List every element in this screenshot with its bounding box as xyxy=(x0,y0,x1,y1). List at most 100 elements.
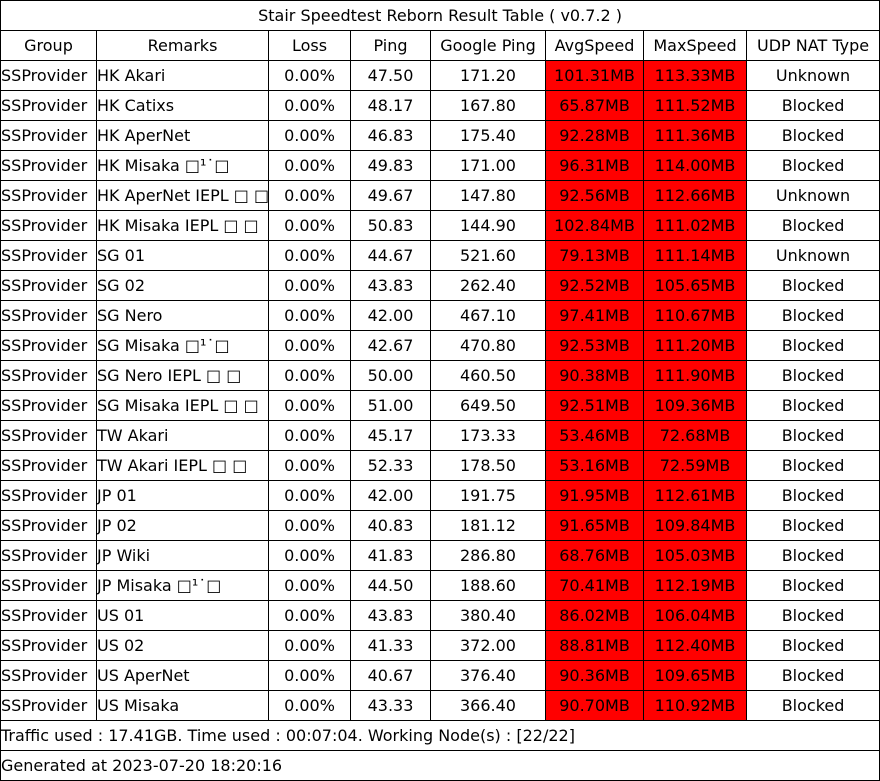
cell-udp-nat-type: Blocked xyxy=(745,90,880,121)
cell-avg-speed: 90.36MB xyxy=(545,660,644,691)
cell-ping: 45.17 xyxy=(350,420,431,451)
cell-google-ping: 649.50 xyxy=(430,390,546,421)
cell-udp-nat-type: Blocked xyxy=(745,360,880,391)
cell-remarks: SG Misaka □¹˙□ xyxy=(96,330,269,361)
cell-google-ping: 147.80 xyxy=(430,180,546,211)
cell-google-ping: 175.40 xyxy=(430,120,546,151)
cell-google-ping: 171.20 xyxy=(430,60,546,91)
cell-loss: 0.00% xyxy=(268,570,351,601)
cell-max-speed: 113.33MB xyxy=(643,60,747,91)
cell-ping: 44.67 xyxy=(350,240,431,271)
cell-udp-nat-type: Blocked xyxy=(745,480,880,511)
cell-udp-nat-type: Blocked xyxy=(745,630,880,661)
cell-google-ping: 191.75 xyxy=(430,480,546,511)
cell-udp-nat-type: Blocked xyxy=(745,570,880,601)
cell-loss: 0.00% xyxy=(268,690,351,721)
cell-avg-speed: 92.51MB xyxy=(545,390,644,421)
cell-avg-speed: 91.65MB xyxy=(545,510,644,541)
cell-remarks: HK Akari xyxy=(96,60,269,91)
cell-udp-nat-type: Blocked xyxy=(745,150,880,181)
cell-group: SSProvider xyxy=(0,270,97,301)
cell-ping: 48.17 xyxy=(350,90,431,121)
cell-group: SSProvider xyxy=(0,210,97,241)
table-title: Stair Speedtest Reborn Result Table ( v0… xyxy=(0,0,880,31)
cell-group: SSProvider xyxy=(0,540,97,571)
cell-udp-nat-type: Blocked xyxy=(745,600,880,631)
cell-remarks: HK Misaka □¹˙□ xyxy=(96,150,269,181)
cell-avg-speed: 92.28MB xyxy=(545,120,644,151)
cell-google-ping: 167.80 xyxy=(430,90,546,121)
cell-group: SSProvider xyxy=(0,570,97,601)
cell-max-speed: 111.20MB xyxy=(643,330,747,361)
cell-loss: 0.00% xyxy=(268,180,351,211)
cell-remarks: JP Wiki xyxy=(96,540,269,571)
cell-loss: 0.00% xyxy=(268,210,351,241)
cell-google-ping: 144.90 xyxy=(430,210,546,241)
cell-group: SSProvider xyxy=(0,180,97,211)
cell-max-speed: 112.61MB xyxy=(643,480,747,511)
cell-udp-nat-type: Blocked xyxy=(745,690,880,721)
cell-udp-nat-type: Blocked xyxy=(745,210,880,241)
cell-group: SSProvider xyxy=(0,420,97,451)
table-row: SSProvider HK Misaka IEPL □ □ 0.00% 50.83 14… xyxy=(0,210,880,241)
cell-group: SSProvider xyxy=(0,630,97,661)
cell-group: SSProvider xyxy=(0,90,97,121)
cell-udp-nat-type: Blocked xyxy=(745,270,880,301)
cell-group: SSProvider xyxy=(0,390,97,421)
column-header-avg-speed: AvgSpeed xyxy=(545,30,644,61)
cell-group: SSProvider xyxy=(0,600,97,631)
cell-loss: 0.00% xyxy=(268,480,351,511)
column-header-max-speed: MaxSpeed xyxy=(643,30,747,61)
cell-avg-speed: 101.31MB xyxy=(545,60,644,91)
cell-max-speed: 112.19MB xyxy=(643,570,747,601)
cell-udp-nat-type: Blocked xyxy=(745,420,880,451)
cell-google-ping: 460.50 xyxy=(430,360,546,391)
cell-avg-speed: 92.56MB xyxy=(545,180,644,211)
cell-ping: 43.33 xyxy=(350,690,431,721)
generated-timestamp: Generated at 2023-07-20 18:20:16 xyxy=(0,750,880,781)
cell-google-ping: 372.00 xyxy=(430,630,546,661)
cell-udp-nat-type: Blocked xyxy=(745,120,880,151)
cell-ping: 50.00 xyxy=(350,360,431,391)
cell-remarks: TW Akari IEPL □ □ xyxy=(96,450,269,481)
cell-ping: 42.00 xyxy=(350,300,431,331)
footer-generated-row: Generated at 2023-07-20 18:20:16 xyxy=(0,750,880,781)
cell-ping: 51.00 xyxy=(350,390,431,421)
cell-remarks: JP Misaka □¹˙□ xyxy=(96,570,269,601)
table-row: SSProvider SG 01 0.00% 44.67 521.60 79.13MB 11… xyxy=(0,240,880,271)
cell-remarks: SG Nero xyxy=(96,300,269,331)
cell-remarks: JP 01 xyxy=(96,480,269,511)
cell-group: SSProvider xyxy=(0,330,97,361)
cell-remarks: SG 02 xyxy=(96,270,269,301)
cell-avg-speed: 70.41MB xyxy=(545,570,644,601)
cell-ping: 41.83 xyxy=(350,540,431,571)
cell-google-ping: 380.40 xyxy=(430,600,546,631)
cell-avg-speed: 92.53MB xyxy=(545,330,644,361)
cell-google-ping: 178.50 xyxy=(430,450,546,481)
cell-udp-nat-type: Unknown xyxy=(745,240,880,271)
table-body: SSProvider HK Akari 0.00% 47.50 171.20 101.31… xyxy=(0,60,880,721)
cell-group: SSProvider xyxy=(0,240,97,271)
header-row: Group Remarks Loss Ping Google Ping AvgS… xyxy=(0,30,880,61)
table-row: SSProvider US AperNet 0.00% 40.67 376.40 90.3… xyxy=(0,660,880,691)
cell-max-speed: 112.66MB xyxy=(643,180,747,211)
cell-avg-speed: 91.95MB xyxy=(545,480,644,511)
cell-udp-nat-type: Blocked xyxy=(745,330,880,361)
cell-avg-speed: 65.87MB xyxy=(545,90,644,121)
table-row: SSProvider SG Nero 0.00% 42.00 467.10 97.41MB… xyxy=(0,300,880,331)
cell-udp-nat-type: Blocked xyxy=(745,660,880,691)
cell-loss: 0.00% xyxy=(268,600,351,631)
cell-ping: 50.83 xyxy=(350,210,431,241)
cell-max-speed: 110.92MB xyxy=(643,690,747,721)
cell-loss: 0.00% xyxy=(268,120,351,151)
cell-avg-speed: 53.46MB xyxy=(545,420,644,451)
cell-avg-speed: 88.81MB xyxy=(545,630,644,661)
cell-group: SSProvider xyxy=(0,300,97,331)
cell-group: SSProvider xyxy=(0,450,97,481)
cell-google-ping: 467.10 xyxy=(430,300,546,331)
cell-google-ping: 262.40 xyxy=(430,270,546,301)
cell-remarks: US 01 xyxy=(96,600,269,631)
cell-group: SSProvider xyxy=(0,120,97,151)
cell-loss: 0.00% xyxy=(268,630,351,661)
